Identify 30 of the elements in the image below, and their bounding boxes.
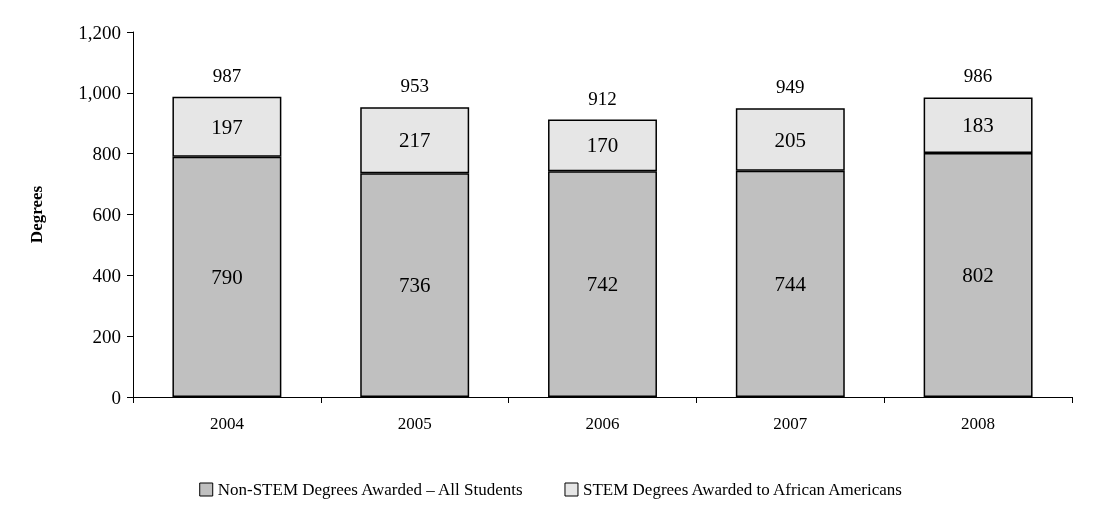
y-tick-label: 0 bbox=[111, 386, 121, 408]
x-tick-label: 2004 bbox=[209, 414, 245, 433]
y-tick-label: 600 bbox=[92, 204, 121, 225]
data-label: 742 bbox=[586, 272, 619, 297]
x-tick-label: 2008 bbox=[961, 414, 996, 433]
total-label: 987 bbox=[212, 64, 242, 86]
legend-label: Non-STEM Degrees Awarded – All Students bbox=[217, 480, 523, 499]
x-tick-label: 2007 bbox=[773, 414, 808, 433]
x-tick-label: 2005 bbox=[397, 414, 432, 433]
y-tick-label: 1,200 bbox=[78, 21, 121, 43]
y-tick-label: 1,000 bbox=[78, 82, 121, 104]
data-label: 736 bbox=[398, 273, 431, 298]
y-axis-title: Degrees bbox=[27, 185, 46, 244]
x-tick-label: 2006 bbox=[585, 414, 620, 433]
total-label: 949 bbox=[776, 76, 805, 98]
y-tick-label: 800 bbox=[92, 143, 121, 165]
data-label: 205 bbox=[774, 127, 807, 152]
legend-label: STEM Degrees Awarded to African Americans bbox=[582, 480, 902, 499]
y-tick-label: 400 bbox=[92, 264, 121, 286]
data-label: 790 bbox=[211, 264, 243, 289]
data-label: 217 bbox=[398, 128, 431, 153]
y-tick-label: 200 bbox=[92, 325, 121, 347]
data-label: 197 bbox=[211, 114, 243, 139]
total-label: 986 bbox=[963, 65, 993, 87]
data-label: 170 bbox=[586, 133, 619, 158]
data-label: 183 bbox=[962, 113, 994, 138]
total-label: 953 bbox=[400, 75, 429, 97]
total-label: 912 bbox=[588, 87, 617, 109]
data-label: 744 bbox=[774, 271, 807, 296]
data-label: 802 bbox=[962, 263, 994, 288]
